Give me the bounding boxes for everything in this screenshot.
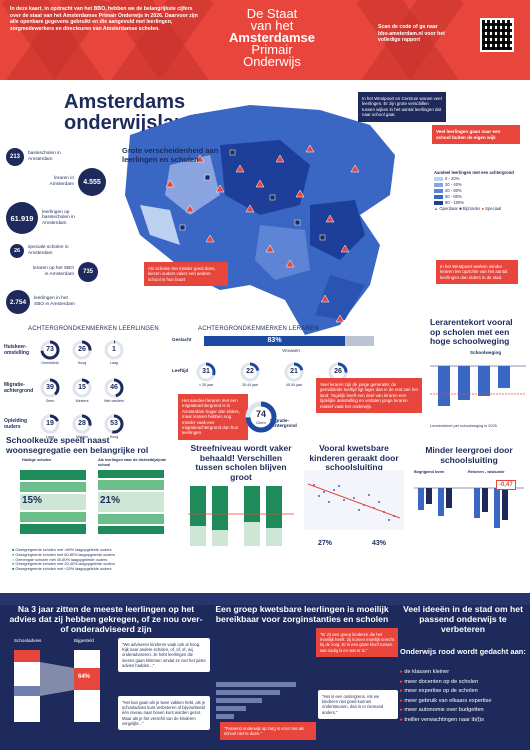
- main-title: De Staat van het Amsterdamse Primair Ond…: [229, 6, 315, 69]
- advice-chart: [14, 650, 100, 722]
- donut-chart: 22 35-44 jaar: [240, 362, 260, 387]
- migration-label: Migratie-achtergrond: [270, 418, 297, 428]
- donut-chart: 53 Hoog: [104, 414, 124, 439]
- care-quote1: "Er zit een groep kinderen die het moeil…: [316, 628, 398, 657]
- advice-label1: Schooladvies: [14, 638, 42, 643]
- care-chart: [216, 682, 296, 719]
- note-school-choice: Als scholen het minder goed doen, kiezen…: [144, 262, 228, 287]
- advice-label2: Bijgesteld: [74, 638, 94, 643]
- amsterdam-map: [125, 105, 395, 335]
- stat-special-schools: 26 speciale scholen in Amsterdam: [10, 244, 88, 258]
- care-quote2: "Het is een ondergrens. Als we kinderen …: [318, 690, 398, 719]
- vulnerable-scatter: [304, 470, 404, 530]
- donut-chart: 39 Geen: [40, 378, 60, 403]
- advice-quote1: "We adviseren kinderen vaak ook al hoog.…: [118, 638, 210, 673]
- donut-chart: 28 Midden: [72, 414, 92, 439]
- teacher-migration-donut: 74 Geen: [244, 400, 278, 434]
- stat-sbo-teachers: 735 leraren op het SBO in Amsterdam: [30, 262, 98, 282]
- donut-chart: 1 Laag: [104, 340, 124, 365]
- choice-legend: ■ Gesegregeerde scholen met >80% laagopg…: [12, 548, 115, 572]
- donut-chart: 21 45-54 jaar: [284, 362, 304, 387]
- choice-bars-nearest: 21%: [98, 470, 164, 542]
- care-quote3: "Passend onderwijs op zorg is voor ons a…: [220, 722, 316, 741]
- advice-title: Na 3 jaar zitten de meeste leerlingen op…: [9, 604, 203, 634]
- ideas-title: Veel ideeën in de stad om het passend on…: [403, 604, 523, 634]
- stat-teachers: 4.555 leraren in Amsterdam: [30, 168, 106, 196]
- choice-sub-current: Huidige scholen: [22, 458, 52, 462]
- age-donuts: 31 < 35 jaar 22 35-44 jaar 21 45-54 jaar 26…: [196, 362, 360, 387]
- choice-sub-nearest: Als leerlingen naar de dichtstbijzijnde …: [98, 458, 167, 467]
- shortage-axis-label: Schoolweging: [470, 350, 502, 355]
- vulnerable-pct1: 27%: [318, 540, 333, 547]
- list-item: treiller verwachtingen naar ib(t)s: [400, 716, 526, 726]
- header: In deze kaart, in opdracht van het BBO, …: [0, 0, 530, 80]
- shortage-title: Lerarentekort vooral op scholen met een …: [430, 317, 513, 346]
- teacher-note-age: Veel leraren zijn de jonge generatie; de…: [316, 378, 422, 414]
- note-teacher-ratio: In het Westpoort werken minder leraren t…: [436, 260, 518, 285]
- scan-text: Scan de code of ga naar bbo-amsterdam.nl…: [378, 24, 445, 44]
- growth-title: Minder leergroei door schoolsluiting: [425, 445, 513, 465]
- advice-pct: 64%: [78, 674, 91, 680]
- list-item: meer gebruik van elkaars expertise: [400, 697, 526, 707]
- choice-title: Schoolkeuze speelt naast woonsegregatie …: [6, 435, 149, 455]
- gender-caption: Vrouwen: [282, 348, 300, 353]
- list-item: meer autonomie over budgetten: [400, 706, 526, 716]
- shortage-caption: Lerarentekort per schoolweging in 2025: [430, 424, 497, 428]
- donut-chart: 73 Gemiddeld: [40, 340, 60, 365]
- donut-row-migration: Migratie-achtergrond 39 Geen 15 Westers 46…: [4, 378, 136, 403]
- level-title: Streefniveau wordt vaker behaald! Versch…: [190, 443, 292, 482]
- stat-sbo-students: 2.754 leerlingen in het SBO in Amsterdam: [6, 290, 78, 314]
- ideas-list: de klassen kleiner meer docenten op de s…: [400, 668, 526, 725]
- gender-bar-track: 83%: [204, 336, 374, 346]
- student-bg-heading: ACHTERGRONDKENMERKEN LEERLINGEN: [28, 326, 159, 332]
- advice-quote2: "Het kan gaan als je twee vakken hebt, a…: [118, 696, 210, 731]
- growth-sub-math: Rekenen - wiskunde: [468, 470, 505, 474]
- gender-label: Geslacht: [172, 337, 192, 342]
- donut-chart: 19 Laag: [40, 414, 60, 439]
- vulnerable-pct2: 43%: [372, 540, 387, 547]
- shortage-chart: [430, 365, 526, 406]
- note-outside-district: Veel leerlingen gaan naar een school bui…: [432, 125, 520, 145]
- list-item: meer docenten op de scholen: [400, 678, 526, 688]
- map-legend: Aandeel leerlingen met een achtergrond 0…: [434, 170, 514, 211]
- donut-row-education: Opleiding ouders 19 Laag 28 Midden 53 Hoog: [4, 414, 136, 439]
- donut-chart: 31 < 35 jaar: [196, 362, 216, 387]
- map-subtitle: Grote verscheidenheid aan leerlingen en …: [122, 146, 219, 164]
- donut-chart: 26 Hoog: [72, 340, 92, 365]
- vulnerable-title: Vooral kwetsbare kinderen geraakt door s…: [309, 443, 399, 472]
- donut-chart: 46 Niet-westers: [104, 378, 124, 403]
- stat-schools: 213 basisscholen in Amsterdam: [6, 148, 72, 166]
- donut-chart: 15 Westers: [72, 378, 92, 403]
- teacher-bg-heading: ACHTERGRONDKENMERKEN LERAREN: [198, 326, 319, 332]
- gender-bar: 83%: [204, 336, 346, 346]
- care-title: Een groep kwetsbare leerlingen is moeili…: [215, 604, 389, 624]
- note-westpoort: In het Westpoort en Centrum wonen veel l…: [358, 92, 446, 122]
- stat-students: 61.919 leerlingen op basisscholen in Ams…: [6, 202, 86, 234]
- growth-badge: -0,47: [496, 480, 516, 490]
- intro-text: In deze kaart, in opdracht van het BBO, …: [10, 6, 198, 32]
- donut-row-household: Huiskeer-omstelling 73 Gemiddeld 26 Hoog 1…: [4, 340, 136, 365]
- choice-bars-current: 15%: [20, 470, 86, 542]
- list-item: de klassen kleiner: [400, 668, 526, 678]
- teacher-note-migration: Het aandeel leraren met een migratieacht…: [178, 394, 248, 440]
- level-chart: [188, 486, 294, 546]
- age-label: Leeftijd: [172, 368, 189, 373]
- list-item: meer expertise op de scholen: [400, 687, 526, 697]
- growth-sub-reading: Begrijpend lezen: [414, 470, 445, 474]
- qr-code-icon[interactable]: [480, 18, 514, 52]
- ideas-subtitle: Onderwijs rood wordt gedacht aan:: [400, 647, 526, 656]
